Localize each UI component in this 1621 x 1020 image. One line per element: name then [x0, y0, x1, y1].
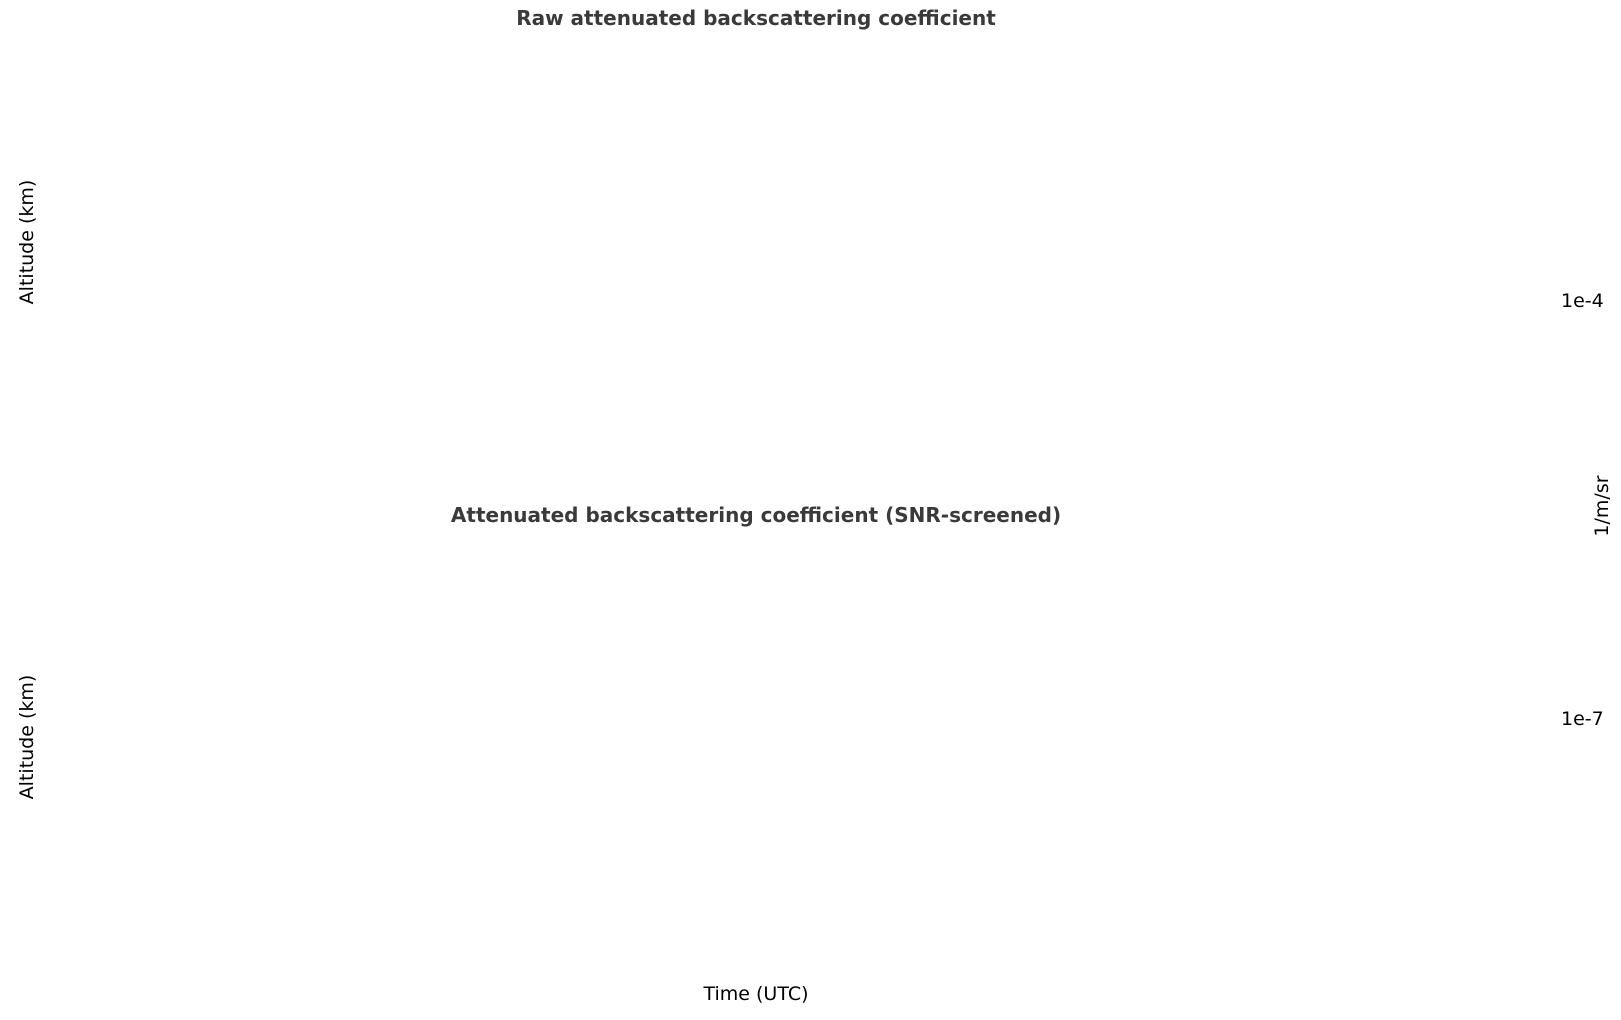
- x-axis-label: Time (UTC): [703, 983, 809, 1005]
- panel-title-screened: Attenuated backscattering coefficient (S…: [450, 503, 1062, 527]
- y-axis-label-top: Altitude (km): [16, 179, 38, 305]
- heatmap-raw: [80, 35, 1432, 450]
- colorbar-unit-label: 1/m/sr: [1591, 475, 1613, 537]
- colorbar-min-label: 1e-7: [1561, 708, 1604, 730]
- heatmap-screened: [80, 541, 1432, 933]
- panel-title-raw: Raw attenuated backscattering coefficien…: [516, 6, 996, 30]
- colorbar-max-label: 1e-4: [1561, 290, 1604, 312]
- colorbar: [1528, 295, 1555, 717]
- y-axis-label-bottom: Altitude (km): [16, 674, 38, 800]
